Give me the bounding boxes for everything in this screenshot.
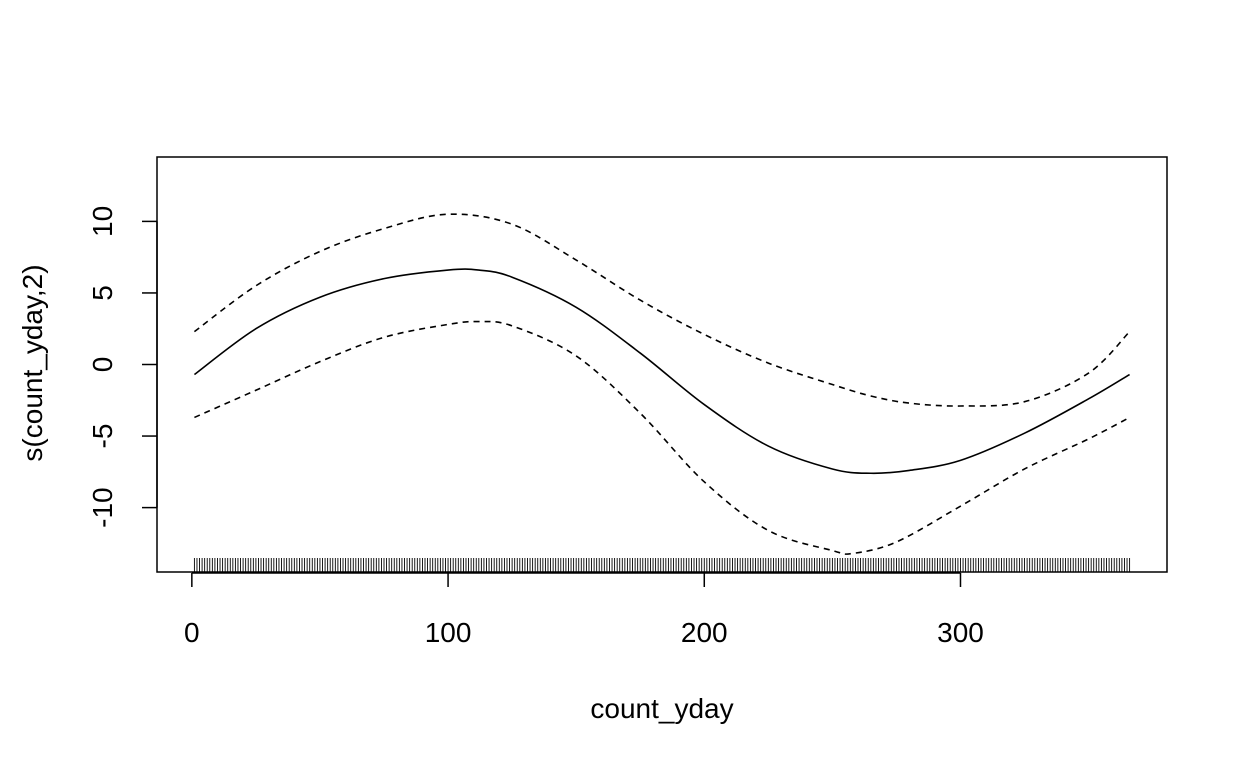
axes: 0 100 200 300 -10 -5 0 5 10 (87, 156, 1168, 648)
y-tick-label: 5 (87, 285, 118, 301)
rug (193, 558, 1131, 572)
plot-frame (156, 156, 1168, 573)
y-tick-label: 10 (87, 206, 118, 237)
x-tick-label: 0 (184, 617, 200, 648)
upper-band-line (193, 213, 1131, 407)
y-axis-label: s(count_yday,2) (17, 264, 48, 461)
y-tick-label: 0 (87, 357, 118, 373)
y-tick-label: -10 (87, 487, 118, 527)
fit-line (193, 268, 1130, 475)
x-axis-label: count_yday (590, 693, 733, 724)
x-tick-label: 300 (937, 617, 984, 648)
lower-band-line (194, 320, 1130, 555)
x-tick-label: 100 (425, 617, 472, 648)
y-tick-label: -5 (87, 424, 118, 449)
series-lines (193, 213, 1131, 555)
x-tick-label: 200 (681, 617, 728, 648)
